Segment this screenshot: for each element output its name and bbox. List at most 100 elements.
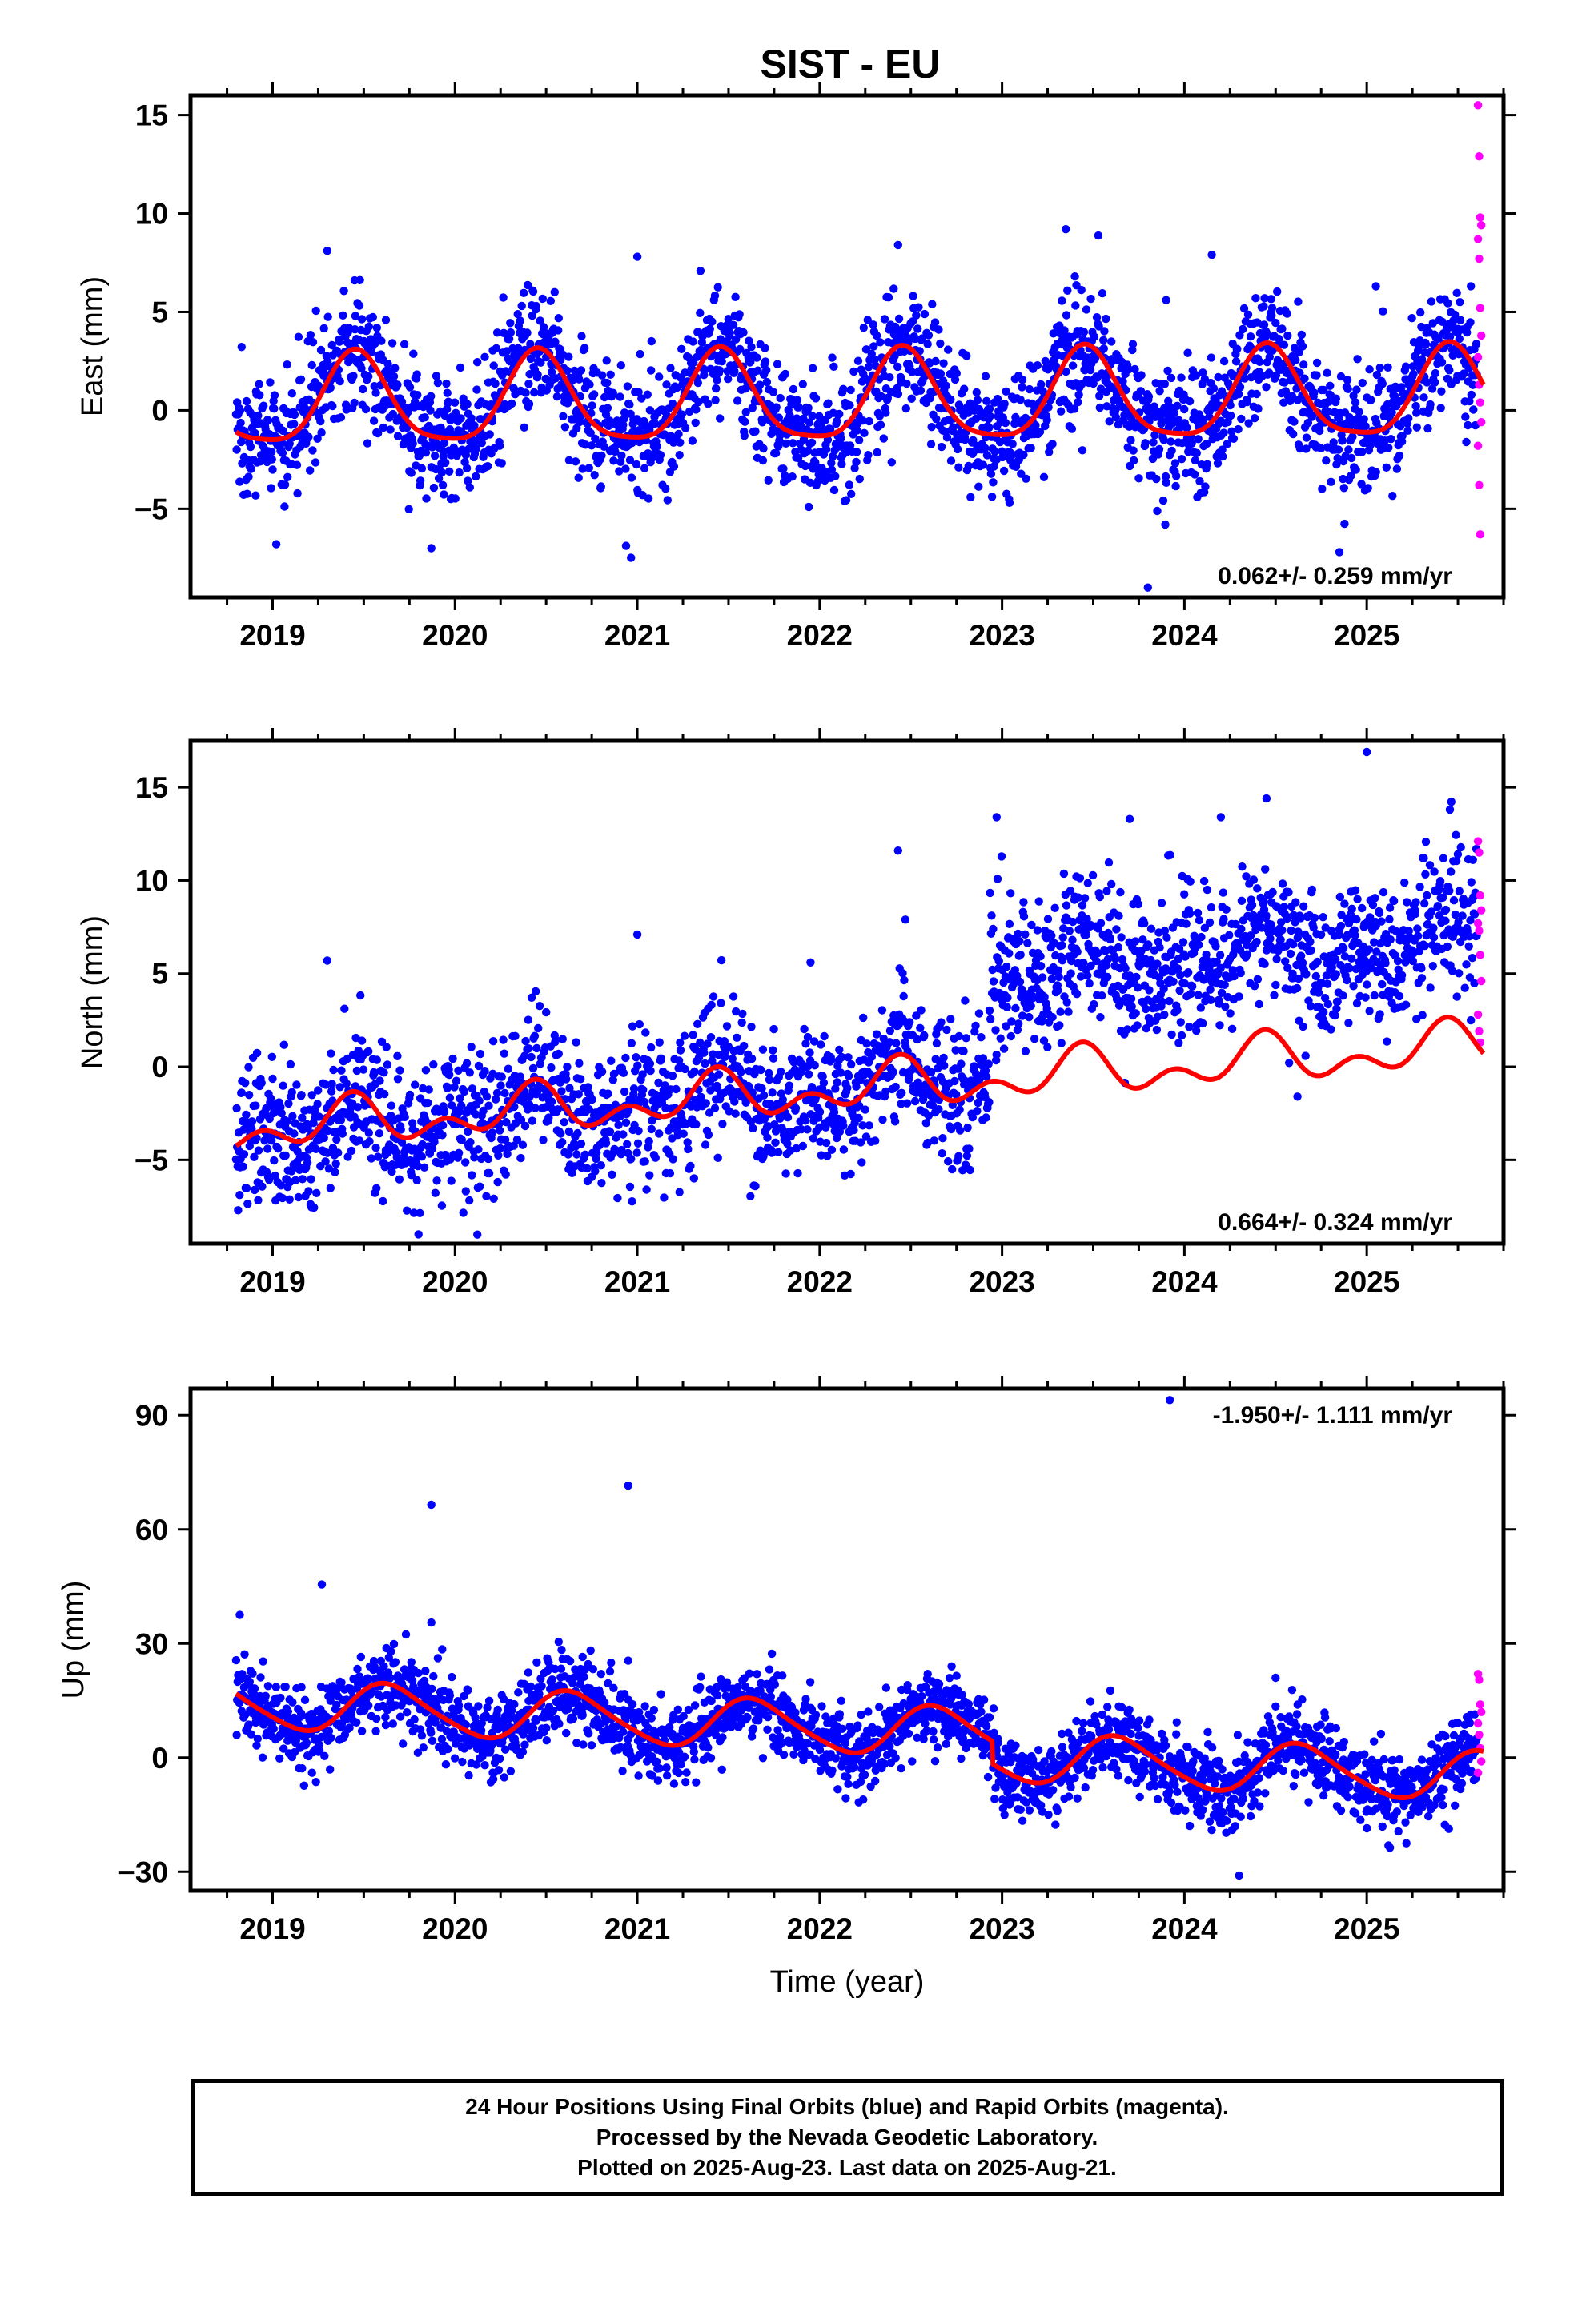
north-data-point — [1114, 943, 1123, 952]
north-data-point — [372, 1055, 381, 1064]
east-x-tick-label: 2023 — [969, 619, 1034, 652]
north-data-point — [769, 1046, 777, 1055]
east-data-point — [313, 434, 322, 443]
east-data-point — [328, 401, 337, 411]
north-data-point — [474, 1061, 484, 1071]
north-data-point — [1140, 919, 1149, 928]
east-data-point — [1323, 407, 1333, 416]
north-data-point — [1215, 1021, 1224, 1030]
east-data-point — [528, 311, 536, 320]
north-data-point — [1088, 870, 1098, 880]
north-data-point — [1361, 993, 1370, 1002]
east-rapid-point — [1477, 418, 1486, 427]
north-data-point — [251, 1101, 260, 1110]
east-data-point — [304, 432, 313, 441]
east-data-point — [571, 457, 580, 466]
north-data-point — [291, 1176, 300, 1185]
east-data-point — [982, 451, 992, 460]
east-data-point — [526, 340, 535, 348]
east-data-point — [577, 332, 586, 340]
east-data-point — [1078, 446, 1087, 455]
north-data-point — [1078, 901, 1087, 910]
north-data-point — [562, 1075, 571, 1084]
east-data-point — [433, 378, 443, 388]
east-y-tick-label: 10 — [135, 198, 168, 231]
east-data-point — [1251, 294, 1260, 303]
north-data-point — [940, 1061, 949, 1070]
east-data-point — [1094, 322, 1103, 331]
north-data-point — [403, 1206, 412, 1215]
east-y-tick-label: 15 — [135, 99, 168, 132]
north-data-point — [557, 1087, 566, 1096]
north-data-point — [926, 1068, 936, 1077]
east-data-point — [1067, 424, 1077, 433]
north-data-point — [1067, 956, 1076, 966]
north-data-point — [484, 1101, 493, 1110]
north-data-point — [854, 1113, 863, 1123]
north-data-point — [370, 1068, 379, 1077]
north-data-point — [1277, 918, 1286, 927]
east-data-point — [852, 457, 861, 467]
east-data-point — [294, 332, 303, 341]
east-data-point — [422, 494, 431, 503]
north-data-point — [1253, 975, 1263, 984]
east-rapid-point — [1476, 304, 1485, 312]
north-data-point — [629, 1084, 639, 1093]
east-data-point — [528, 287, 538, 296]
east-data-point — [1173, 401, 1182, 410]
north-data-point — [232, 1104, 241, 1113]
east-outlier-point — [1162, 296, 1170, 304]
east-rapid-point — [1477, 221, 1486, 230]
north-data-point — [237, 1088, 246, 1097]
east-data-point — [1239, 304, 1249, 313]
east-data-point — [1322, 456, 1331, 465]
east-data-point — [608, 388, 617, 397]
east-data-point — [1155, 387, 1164, 396]
east-data-point — [924, 331, 934, 340]
north-data-point — [713, 1084, 722, 1092]
north-data-point — [714, 1050, 723, 1059]
east-data-point — [623, 382, 632, 391]
north-data-point — [583, 1164, 592, 1173]
east-data-point — [619, 420, 628, 429]
north-data-point — [319, 1133, 328, 1143]
north-data-point — [1296, 951, 1306, 960]
east-data-point — [1130, 456, 1138, 465]
east-data-point — [1037, 380, 1046, 389]
east-data-point — [1387, 408, 1396, 417]
east-data-point — [755, 380, 765, 389]
east-data-point — [860, 428, 869, 437]
north-data-point — [768, 1088, 777, 1097]
east-data-point — [1428, 319, 1438, 328]
north-data-point — [1310, 913, 1319, 923]
north-data-point — [496, 1144, 504, 1153]
east-data-point — [845, 480, 854, 489]
north-data-point — [1425, 861, 1435, 870]
north-data-point — [1047, 975, 1057, 983]
north-data-point — [921, 1119, 931, 1128]
north-data-point — [245, 1091, 254, 1100]
east-data-point — [417, 464, 427, 473]
east-data-point — [828, 353, 837, 362]
east-data-point — [546, 296, 555, 305]
north-data-point — [1014, 929, 1022, 939]
north-data-point — [1307, 946, 1315, 955]
east-data-point — [386, 425, 395, 434]
east-data-point — [661, 485, 670, 493]
east-data-point — [901, 404, 911, 413]
north-data-point — [970, 1062, 978, 1071]
east-data-point — [625, 456, 635, 464]
north-data-point — [1197, 932, 1206, 942]
north-data-point — [356, 991, 365, 1000]
north-data-point — [1397, 971, 1407, 980]
east-data-point — [357, 364, 366, 373]
north-data-point — [1291, 898, 1300, 907]
north-data-point — [416, 1208, 424, 1218]
east-data-point — [1062, 367, 1070, 376]
north-data-point — [885, 1027, 895, 1035]
east-data-point — [485, 430, 494, 439]
east-points — [231, 225, 1481, 592]
east-data-point — [596, 482, 605, 491]
north-data-point — [1278, 879, 1287, 888]
